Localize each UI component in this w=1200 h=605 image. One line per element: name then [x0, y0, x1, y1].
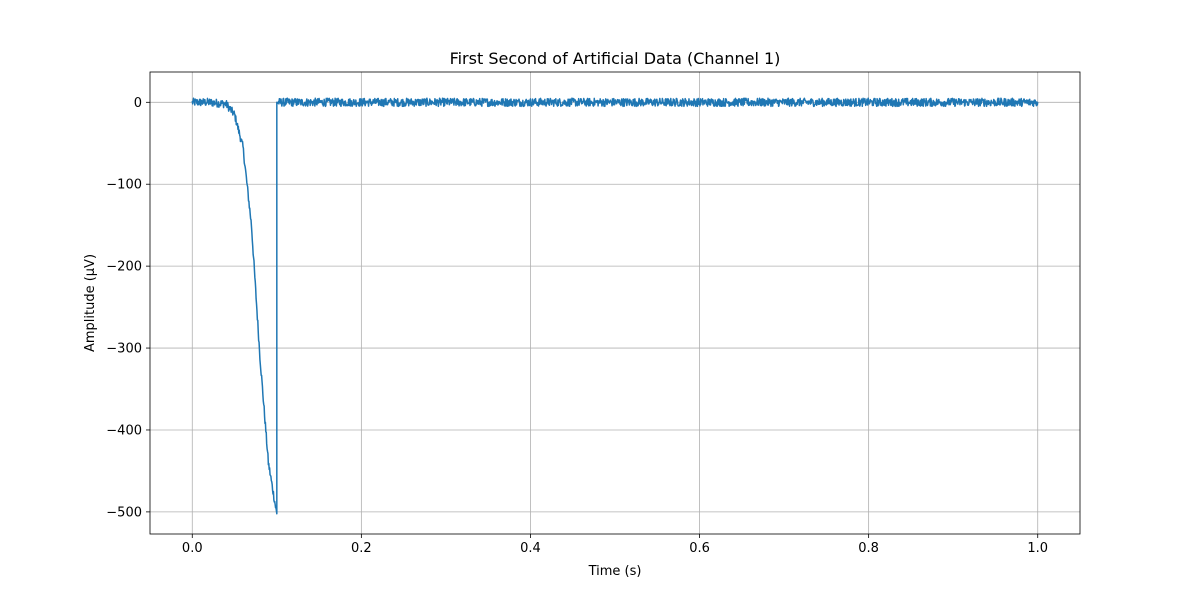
x-tick-label: 0.8	[858, 541, 879, 556]
y-tick-label: −100	[106, 178, 142, 193]
y-tick-label: −500	[106, 505, 142, 520]
tick-layer: 0.0 0.2 0.4 0.6 0.8 1.0 0 −100 −200 −300 −400 −500	[106, 96, 1048, 556]
series-layer	[191, 97, 1039, 515]
x-axis-label: Time (s)	[588, 564, 642, 579]
x-tick-label: 0.6	[689, 541, 710, 556]
x-tick-label: 0.0	[182, 541, 203, 556]
y-axis-label: Amplitude (µV)	[83, 254, 98, 352]
y-tick-label: −400	[106, 423, 142, 438]
x-tick-label: 0.2	[351, 541, 372, 556]
x-tick-label: 1.0	[1027, 541, 1048, 556]
y-tick-label: 0	[134, 96, 142, 111]
y-tick-label: −200	[106, 260, 142, 275]
series-line	[191, 97, 1039, 515]
chart-title: First Second of Artificial Data (Channel…	[450, 49, 781, 68]
y-tick-label: −300	[106, 342, 142, 357]
plot-area-frame	[149, 71, 1081, 535]
x-tick-label: 0.4	[520, 541, 541, 556]
